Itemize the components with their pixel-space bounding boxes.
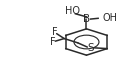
Text: S: S [88,43,94,53]
Text: F: F [50,37,55,47]
Text: HO: HO [65,6,80,16]
Text: OH: OH [102,13,117,23]
Text: B: B [83,14,90,24]
Text: F: F [52,27,57,37]
